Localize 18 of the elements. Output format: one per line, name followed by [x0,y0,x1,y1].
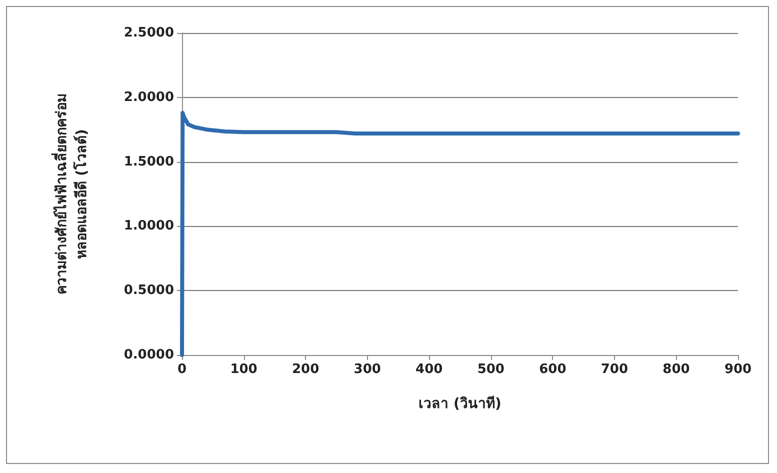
x-tick-label: 200 [292,362,320,377]
x-axis-title: เวลา (วินาที) [418,396,502,412]
y-tick-label: 1.0000 [124,218,174,234]
y-tick-label: 2.0000 [124,90,174,105]
x-tick-label: 800 [662,362,690,377]
y-tick-label: 2.5000 [124,26,174,40]
y-tick-label: 1.5000 [124,154,174,170]
x-tick-label: 500 [477,362,504,377]
y-axis-title: ความต่างศักย์ไฟฟ้าเฉลี่ยตกคร่อม หลอดแอลอีดี (โวลต์) [51,94,90,294]
x-tick-label: 700 [600,362,628,377]
x-tick-label: 300 [354,362,381,377]
x-tick-label: 900 [724,362,752,377]
y-tick-label: 0.5000 [124,283,174,298]
x-tick-label: 400 [416,362,443,377]
x-tick-label: 100 [230,362,258,377]
y-tick-label: 0.0000 [124,348,174,362]
x-tick-label: 0 [177,362,187,377]
x-tick-label: 600 [539,362,566,377]
